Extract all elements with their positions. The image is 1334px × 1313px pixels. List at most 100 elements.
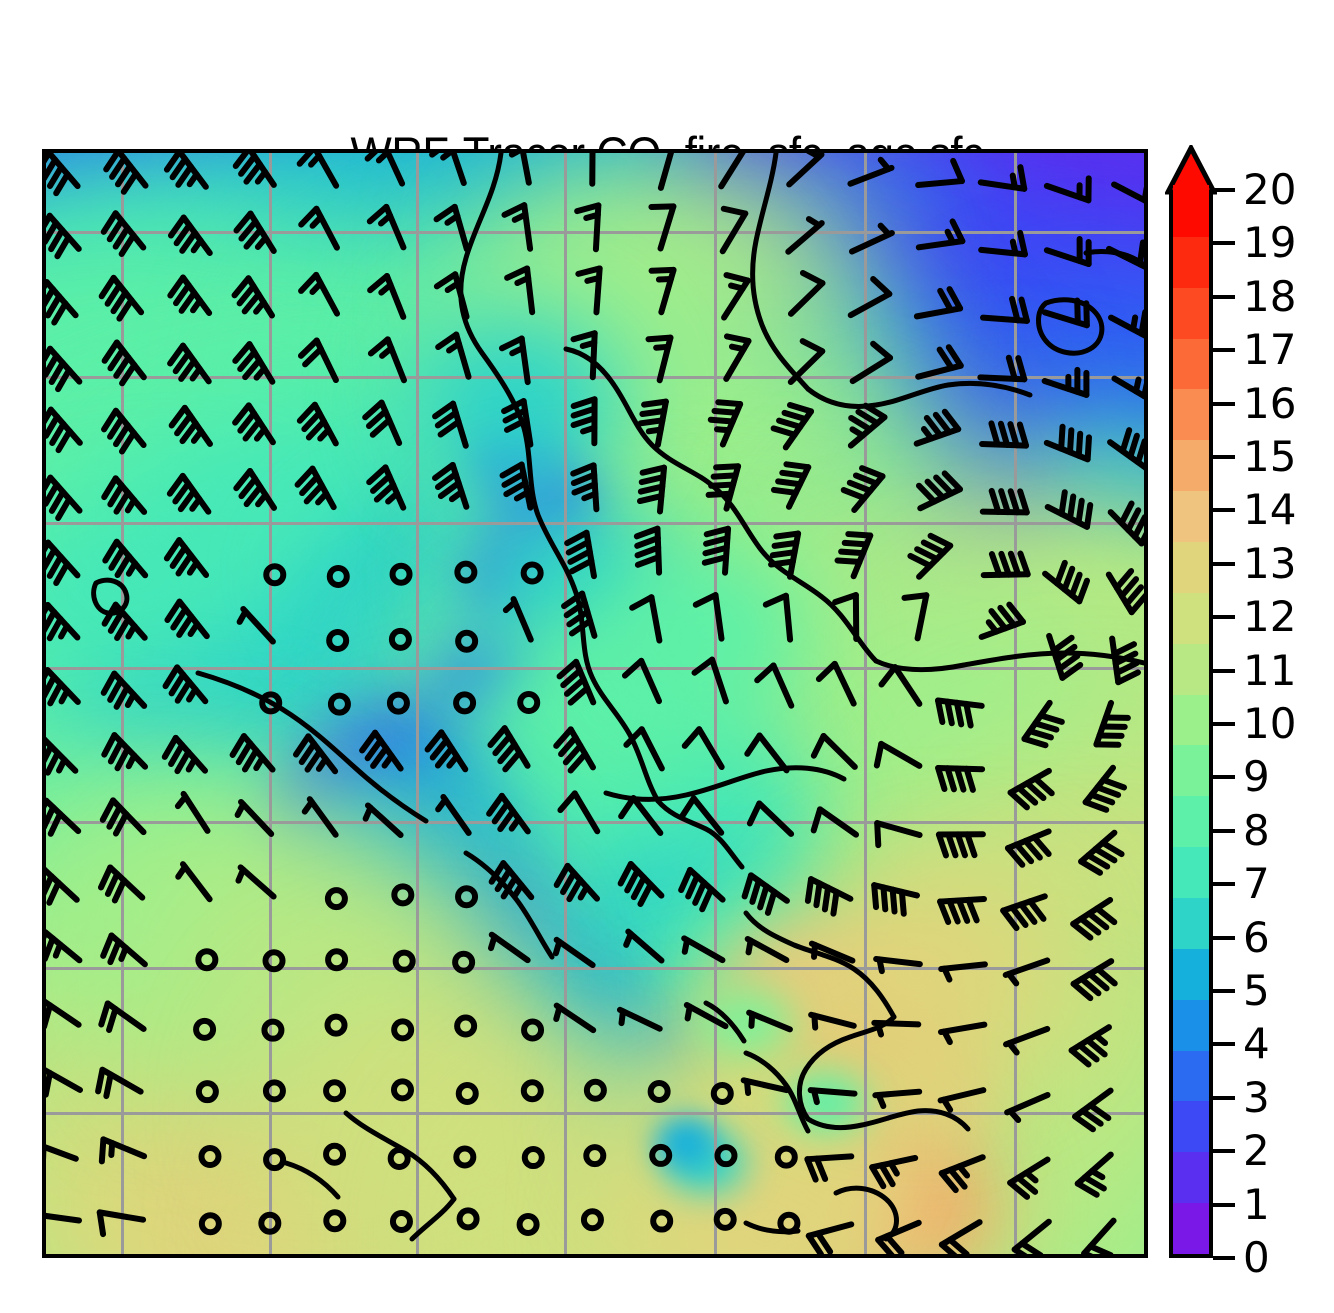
wind-barb-flag: [1015, 355, 1028, 383]
wind-barb: [364, 153, 406, 187]
boundary-line: [463, 850, 555, 960]
wind-barb-staff: [892, 664, 923, 707]
colorbar-band: [1173, 744, 1209, 797]
wind-barb-flag: [935, 831, 949, 859]
calm-wind-circle: [714, 1144, 738, 1168]
wind-barb-flag: [106, 217, 125, 243]
wind-barb-flag: [242, 418, 263, 442]
wind-barb-flag: [838, 548, 867, 557]
wind-barb-flag: [846, 479, 874, 494]
wind-barb-flag: [985, 619, 1000, 635]
contour-blob: [606, 553, 806, 713]
calm-wind-circle: [323, 1142, 347, 1166]
wind-barb-flag: [236, 608, 249, 625]
wind-barb-flag: [639, 464, 668, 476]
colorbar-band: [1173, 1049, 1209, 1102]
wind-barb: [46, 667, 81, 707]
wind-barb: [292, 733, 339, 775]
wind-barb-flag: [1072, 1113, 1096, 1133]
colorbar[interactable]: [1169, 185, 1213, 1258]
wind-barb-flag: [553, 1004, 563, 1023]
wind-barb-flag: [113, 354, 132, 379]
wind-barb-flag: [1133, 376, 1142, 395]
wind-barb-flag: [189, 496, 203, 512]
wind-barb-flag: [370, 745, 390, 769]
wind-barb: [501, 398, 534, 448]
wind-barb-flag: [1076, 577, 1091, 605]
wind-barb-flag: [927, 532, 954, 549]
wind-barb-staff: [690, 795, 725, 836]
boundary-line: [655, 798, 745, 870]
wind-barb-flag: [568, 557, 595, 575]
wind-barb-flag: [178, 289, 198, 314]
wind-barb: [1105, 239, 1144, 270]
wind-barb-flag: [1056, 652, 1081, 672]
wind-barb-flag: [46, 616, 64, 642]
wind-barb-flag: [161, 734, 179, 760]
wind-barb-flag: [1127, 432, 1140, 460]
wind-barb-flag: [364, 737, 384, 762]
wind-barb: [234, 798, 275, 837]
wind-barb-flag: [53, 171, 71, 197]
wind-barb: [770, 461, 812, 510]
wind-barb-flag: [1081, 1174, 1107, 1192]
wind-barb-flag: [746, 800, 763, 827]
wind-barb-flag: [302, 346, 324, 368]
colorbar-tick-label: 18: [1243, 271, 1297, 321]
wind-barb-staff: [683, 1002, 729, 1030]
colorbar-tick-label: 10: [1243, 699, 1297, 748]
wind-barb-flag: [168, 741, 186, 768]
wind-barb-flag: [1005, 970, 1020, 987]
wind-barb-flag: [641, 398, 669, 408]
wind-barb-flag: [920, 539, 947, 556]
wind-barb-flag: [933, 474, 955, 497]
wind-barb-flag: [101, 407, 119, 433]
wind-barb-flag: [1084, 502, 1094, 530]
wind-barb: [869, 1154, 919, 1190]
wind-barb-staff: [638, 657, 663, 705]
wind-barb-flag: [487, 933, 498, 952]
wind-barb-flag: [125, 623, 138, 640]
calm-wind-circle: [580, 1208, 604, 1232]
wind-barb: [804, 1153, 855, 1183]
wind-barb: [46, 737, 79, 776]
wind-barb-staff: [808, 1011, 857, 1029]
calm-wind-circle: [520, 561, 544, 585]
boundary-line: [873, 650, 1144, 673]
wind-barb-flag: [645, 426, 664, 435]
wind-barb: [46, 929, 83, 964]
wind-barb: [1004, 1091, 1051, 1124]
wind-barb: [486, 792, 531, 835]
wind-barb-flag: [634, 554, 662, 568]
calm-wind-circle: [327, 692, 351, 716]
wind-barb-flag: [297, 337, 320, 359]
wind-barb: [840, 465, 886, 513]
wind-barb-flag: [1027, 898, 1047, 922]
wind-barb-flag: [1009, 172, 1018, 191]
wind-barb-flag: [1075, 497, 1085, 526]
boundary-line: [458, 153, 661, 804]
wind-barb-flag: [940, 1096, 954, 1113]
wind-barb-flag: [1082, 799, 1110, 813]
wind-barb: [718, 153, 746, 190]
wind-barb: [1021, 699, 1065, 749]
wind-barb: [1109, 635, 1141, 686]
wind-barb: [691, 656, 729, 705]
wind-barb: [100, 210, 147, 257]
wind-barb-flag: [298, 740, 318, 766]
wind-barb-flag: [301, 410, 323, 433]
wind-barb-flag: [561, 590, 586, 610]
wind-barb: [1093, 699, 1131, 748]
wind-barb-flag: [238, 153, 258, 177]
wind-barb-flag: [107, 415, 125, 440]
calm-wind-circle: [455, 629, 479, 653]
map-plot-area[interactable]: [42, 149, 1148, 1258]
wind-barb: [938, 961, 988, 983]
colorbar-tick-label: 12: [1243, 592, 1297, 642]
wind-barb-flag: [114, 745, 131, 772]
contour-blob: [786, 873, 1046, 1073]
wind-barb-staff: [937, 1021, 988, 1036]
wind-barb: [657, 153, 674, 191]
wind-barb-flag: [124, 691, 137, 709]
wind-barb-flag: [508, 815, 522, 832]
